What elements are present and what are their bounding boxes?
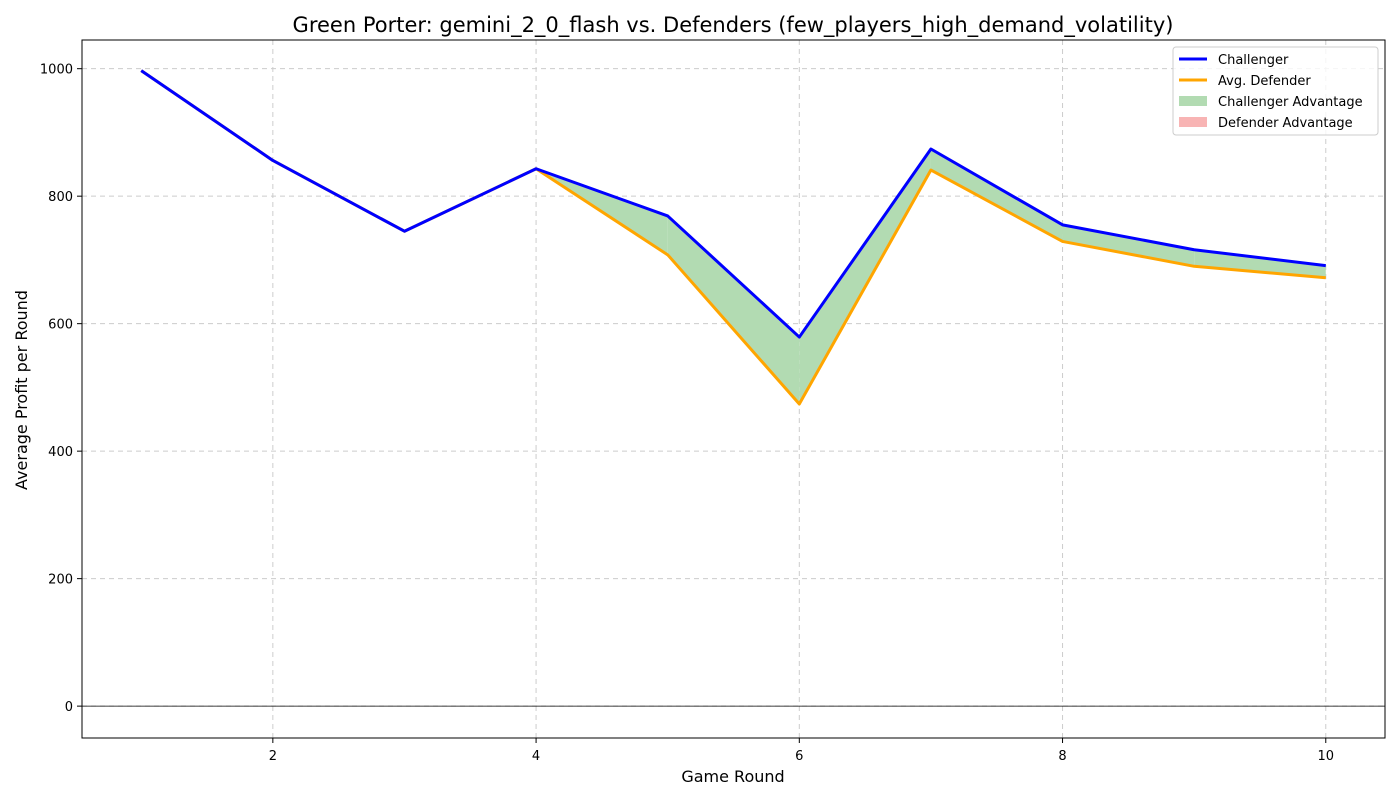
legend-item-challenger-advantage-label: Challenger Advantage	[1218, 95, 1363, 110]
x-tick-label: 4	[532, 749, 540, 764]
x-tick-label: 10	[1317, 749, 1334, 764]
legend-box	[1172, 46, 1379, 136]
y-tick-label: 400	[48, 445, 73, 460]
plot-frame	[81, 39, 1386, 739]
legend-item-avg-defender-label: Avg. Defender	[1218, 74, 1311, 89]
legend-item-defender-advantage-label: Defender Advantage	[1218, 116, 1353, 131]
y-tick-label: 0	[65, 700, 73, 715]
series-lines	[140, 69, 1326, 406]
y-tick-label: 800	[48, 190, 73, 205]
legend-item-challenger-advantage-swatch	[1179, 96, 1207, 106]
y-tick-label: 200	[48, 573, 73, 588]
x-tick-label: 8	[1058, 749, 1066, 764]
legend-item-defender-advantage-swatch	[1179, 117, 1207, 127]
series-line-challenger	[140, 69, 1326, 339]
advantage-fill	[1194, 249, 1326, 278]
advantage-fill	[667, 215, 800, 404]
y-axis-label: Average Profit per Round	[12, 290, 31, 490]
advantage-fill	[930, 149, 1063, 242]
y-tick-label: 600	[48, 318, 73, 333]
advantage-fill	[1062, 224, 1195, 267]
fill-area	[536, 149, 1326, 404]
legend: Challenger Avg. Defender Challenger Advant…	[1172, 46, 1379, 136]
ticks: 2 4 6 8 10 0 200 400 600 800 1000	[40, 63, 1334, 764]
x-tick-label: 6	[795, 749, 803, 764]
y-tick-label: 1000	[40, 63, 73, 78]
chart-title: Green Porter: gemini_2_0_flash vs. Defen…	[293, 13, 1174, 38]
x-axis-label: Game Round	[681, 767, 784, 786]
series-line-avg-defender	[140, 69, 1326, 406]
advantage-fill	[799, 149, 931, 404]
grid	[82, 40, 1385, 738]
legend-item-challenger-label: Challenger	[1218, 53, 1289, 68]
x-tick-label: 2	[269, 749, 277, 764]
